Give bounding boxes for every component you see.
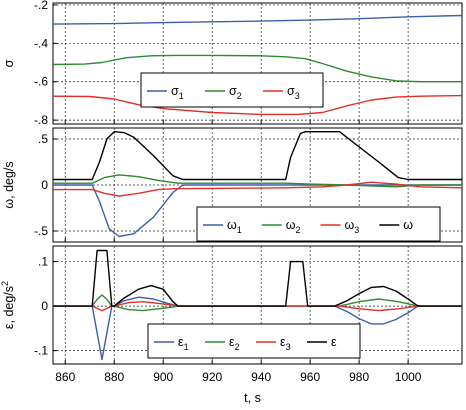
x-axis-label: t, s	[244, 391, 261, 405]
legend-box	[196, 206, 441, 242]
y-tick-label: .5	[38, 132, 48, 146]
legend-label: ε2	[229, 335, 240, 352]
x-tick-label: 900	[153, 370, 173, 384]
series-line-4	[53, 249, 462, 307]
series-group	[53, 14, 462, 116]
panel-1: -.2 -.4 -.6 -.8 σ σ1 σ2 σ3	[2, 0, 463, 127]
y-tick-label: -.6	[34, 75, 48, 89]
series-line-2	[53, 174, 462, 188]
y-tick-label: -.4	[34, 36, 48, 50]
series-line-1	[53, 14, 462, 25]
series-line-2	[53, 294, 462, 312]
legend: ω1 ω2 ω3 ω	[196, 206, 441, 242]
panel-2: .5 0 -.5 ω, deg/s ω1 ω2 ω3 ω	[2, 127, 463, 243]
y-tick-label: -.2	[34, 0, 48, 12]
legend-box	[140, 72, 324, 108]
x-tick-label: 960	[300, 370, 320, 384]
x-tick-label: 980	[349, 370, 369, 384]
series-line-3	[53, 94, 462, 116]
legend-label: ω	[403, 218, 413, 232]
y-tick-label: -.5	[34, 224, 48, 238]
legend-box	[147, 323, 361, 359]
y-tick-label: .1	[38, 255, 48, 269]
legend: σ1 σ2 σ3	[140, 72, 324, 108]
legend-label: ε1	[178, 335, 189, 352]
series-group	[53, 130, 462, 238]
y-tick-label: 0	[41, 178, 48, 192]
legend-label: ε3	[280, 335, 291, 352]
x-tick-label: 940	[251, 370, 271, 384]
series-line-3	[53, 301, 462, 312]
y-tick-label: 0	[41, 299, 48, 313]
series-line-3	[53, 181, 462, 197]
y-axis-label: ω, deg/s	[2, 161, 16, 208]
y-axis-label: ε, deg/s2	[0, 281, 16, 329]
y-axis-label: σ	[2, 59, 16, 67]
series-line-4	[53, 130, 462, 181]
x-tick-label: 920	[202, 370, 222, 384]
x-tick-label: 860	[55, 370, 75, 384]
panel-3: .1 0 -.1 ε, deg/s2 ε1 ε2 ε3 ε 860 880 900 920 940 960…	[0, 245, 463, 405]
x-tick-label: 880	[104, 370, 124, 384]
legend-label: ε	[331, 335, 337, 349]
y-tick-label: -.8	[34, 113, 48, 127]
series-line-1	[53, 296, 462, 361]
y-tick-label: -.1	[34, 344, 48, 358]
series-line-2	[53, 54, 462, 83]
x-tick-label: 1000	[395, 370, 422, 384]
series-group	[53, 249, 462, 361]
legend: ε1 ε2 ε3 ε	[147, 323, 361, 359]
